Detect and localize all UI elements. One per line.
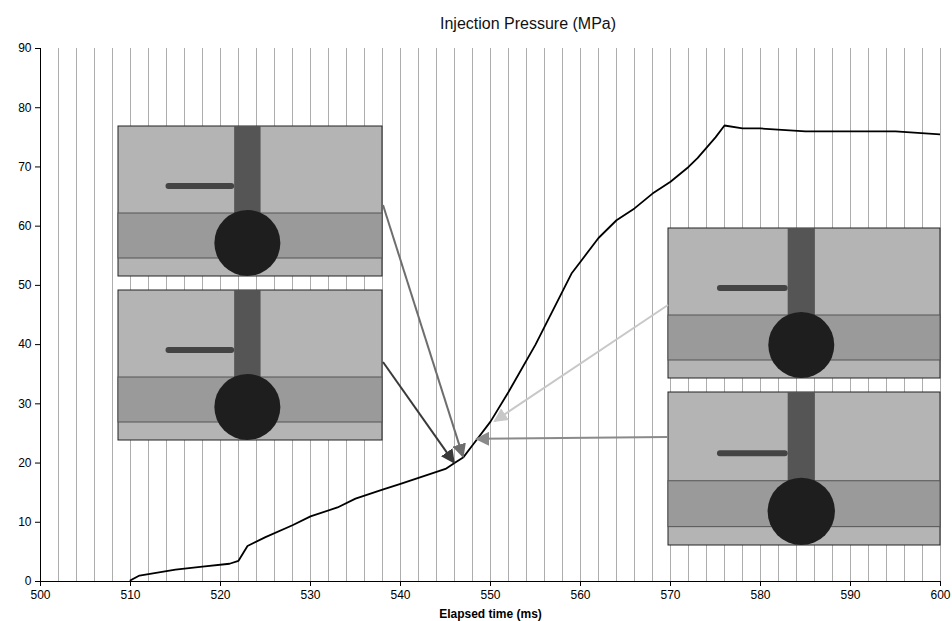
svg-text:570: 570 [660, 588, 680, 602]
html-text:Injection Pressure (MPa): Injection Pressure (MPa) [440, 15, 617, 32]
svg-text:540: 540 [390, 588, 410, 602]
svg-text:70: 70 [18, 160, 32, 174]
svg-text:30: 30 [18, 397, 32, 411]
svg-text:500: 500 [30, 588, 50, 602]
svg-text:520: 520 [210, 588, 230, 602]
svg-text:600: 600 [930, 588, 950, 602]
svg-text:530: 530 [300, 588, 320, 602]
svg-text:40: 40 [18, 337, 32, 351]
svg-text:560: 560 [570, 588, 590, 602]
svg-text:550: 550 [480, 588, 500, 602]
svg-text:510: 510 [120, 588, 140, 602]
svg-text:20: 20 [18, 456, 32, 470]
svg-text:590: 590 [840, 588, 860, 602]
svg-text:10: 10 [18, 515, 32, 529]
svg-text:0: 0 [25, 574, 32, 588]
svg-text:Elapsed time (ms): Elapsed time (ms) [439, 607, 542, 621]
svg-text:50: 50 [18, 278, 32, 292]
svg-text:60: 60 [18, 219, 32, 233]
svg-text:580: 580 [750, 588, 770, 602]
svg-text:90: 90 [18, 41, 32, 55]
svg-text:80: 80 [18, 101, 32, 115]
